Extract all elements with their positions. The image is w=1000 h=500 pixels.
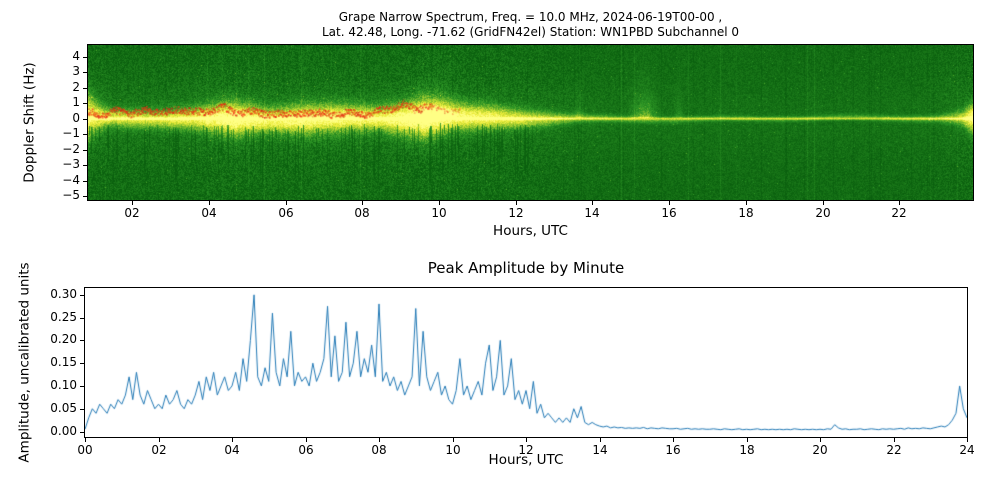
amplitude-title: Peak Amplitude by Minute — [427, 259, 625, 277]
x-tick-mark — [894, 438, 895, 442]
y-tick-mark — [83, 103, 87, 104]
x-tick-mark — [592, 201, 593, 205]
x-tick-label: 04 — [201, 206, 217, 220]
x-tick-mark — [85, 438, 86, 442]
x-tick-label: 06 — [298, 443, 314, 457]
x-tick-mark — [746, 201, 747, 205]
x-tick-label: 18 — [738, 206, 754, 220]
spectrogram-x-axis-label: Hours, UTC — [493, 223, 568, 239]
y-tick-label: 0.05 — [50, 401, 77, 415]
x-tick-label: 02 — [151, 443, 167, 457]
spectrogram-title-line1: Grape Narrow Spectrum, Freq. = 10.0 MHz,… — [338, 10, 723, 24]
y-tick-mark — [83, 88, 87, 89]
y-tick-label: −1 — [62, 126, 80, 140]
x-tick-label: 10 — [445, 443, 461, 457]
x-tick-label: 00 — [77, 443, 93, 457]
x-tick-mark — [453, 438, 454, 442]
x-tick-label: 06 — [278, 206, 294, 220]
x-tick-mark — [823, 201, 824, 205]
x-tick-mark — [673, 438, 674, 442]
x-tick-mark — [306, 438, 307, 442]
y-tick-mark — [83, 181, 87, 182]
x-tick-mark — [209, 201, 210, 205]
y-tick-label: 1 — [72, 95, 80, 109]
x-tick-label: 10 — [431, 206, 447, 220]
y-tick-mark — [80, 386, 84, 387]
amplitude-y-axis-label: Amplitude, uncalibrated units — [16, 262, 33, 463]
x-tick-label: 24 — [959, 443, 975, 457]
y-tick-label: 4 — [72, 49, 80, 63]
y-tick-mark — [83, 150, 87, 151]
x-tick-mark — [669, 201, 670, 205]
y-tick-mark — [83, 72, 87, 73]
x-tick-label: 08 — [371, 443, 387, 457]
y-tick-label: 0.20 — [50, 332, 77, 346]
x-tick-label: 22 — [886, 443, 902, 457]
y-tick-mark — [80, 363, 84, 364]
y-tick-label: −5 — [62, 188, 80, 202]
y-tick-mark — [83, 165, 87, 166]
x-tick-mark — [439, 201, 440, 205]
x-tick-mark — [132, 201, 133, 205]
x-tick-label: 22 — [891, 206, 907, 220]
x-tick-label: 02 — [124, 206, 140, 220]
y-tick-label: 0.15 — [50, 355, 77, 369]
y-tick-label: 2 — [72, 80, 80, 94]
y-tick-mark — [80, 432, 84, 433]
y-tick-label: −2 — [62, 142, 80, 156]
y-tick-label: 0.30 — [50, 287, 77, 301]
x-tick-mark — [159, 438, 160, 442]
y-tick-mark — [80, 340, 84, 341]
spectrogram-plot-area — [87, 44, 974, 201]
y-tick-mark — [80, 295, 84, 296]
x-tick-mark — [286, 201, 287, 205]
y-tick-mark — [83, 119, 87, 120]
y-tick-mark — [83, 196, 87, 197]
x-tick-mark — [899, 201, 900, 205]
x-tick-label: 08 — [354, 206, 370, 220]
x-tick-label: 14 — [584, 206, 600, 220]
x-tick-mark — [232, 438, 233, 442]
y-tick-mark — [80, 409, 84, 410]
x-tick-label: 20 — [815, 206, 831, 220]
y-tick-label: 0 — [72, 111, 80, 125]
y-tick-label: −4 — [62, 173, 80, 187]
x-tick-label: 16 — [665, 443, 681, 457]
x-tick-label: 04 — [224, 443, 240, 457]
y-tick-label: 0.10 — [50, 378, 77, 392]
y-tick-mark — [83, 134, 87, 135]
y-tick-label: −3 — [62, 157, 80, 171]
spectrogram-y-axis-label: Doppler Shift (Hz) — [21, 62, 38, 183]
amplitude-plot-area — [84, 287, 968, 438]
x-tick-mark — [820, 438, 821, 442]
y-tick-mark — [83, 57, 87, 58]
x-tick-mark — [526, 438, 527, 442]
x-tick-label: 12 — [518, 443, 534, 457]
amplitude-x-axis-label: Hours, UTC — [488, 452, 564, 468]
x-tick-mark — [379, 438, 380, 442]
spectrogram-title-line2: Lat. 42.48, Long. -71.62 (GridFN42el) St… — [321, 25, 740, 39]
y-tick-label: 0.00 — [50, 424, 77, 438]
x-tick-mark — [516, 201, 517, 205]
y-tick-mark — [80, 318, 84, 319]
x-tick-label: 16 — [661, 206, 677, 220]
x-tick-label: 14 — [592, 443, 608, 457]
y-tick-label: 3 — [72, 64, 80, 78]
x-tick-mark — [362, 201, 363, 205]
x-tick-mark — [747, 438, 748, 442]
y-tick-label: 0.25 — [50, 310, 77, 324]
x-tick-label: 18 — [739, 443, 755, 457]
x-tick-label: 12 — [508, 206, 524, 220]
x-tick-label: 20 — [812, 443, 828, 457]
x-tick-mark — [600, 438, 601, 442]
x-tick-mark — [967, 438, 968, 442]
